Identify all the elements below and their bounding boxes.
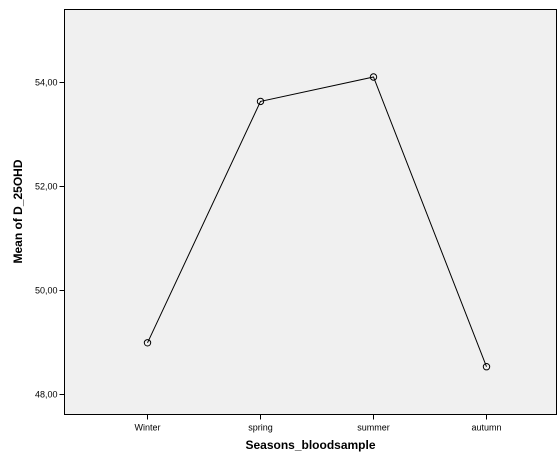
data-point-marker (256, 97, 265, 106)
data-point-marker (143, 339, 152, 347)
y-tick-label: 50,00 (35, 286, 58, 296)
data-markers (143, 73, 491, 371)
x-tick-label: summer (357, 423, 390, 433)
y-tick-label: 52,00 (35, 182, 58, 192)
y-tick-label: 48,00 (35, 390, 58, 400)
x-axis: Winter spring summer autumn (134, 414, 502, 433)
x-tick-label: autumn (471, 423, 501, 433)
x-tick-label: spring (248, 423, 273, 433)
plot-area (64, 9, 557, 415)
series-line (147, 76, 487, 367)
y-axis-title: Mean of D_25OHD (11, 159, 25, 263)
x-axis-title: Seasons_bloodsample (245, 438, 375, 452)
y-axis: 48,00 50,00 52,00 54,00 (35, 78, 65, 400)
x-tick-label: Winter (134, 423, 160, 433)
data-point-marker (369, 73, 378, 81)
data-point-marker (482, 363, 491, 371)
y-tick-label: 54,00 (35, 78, 58, 88)
